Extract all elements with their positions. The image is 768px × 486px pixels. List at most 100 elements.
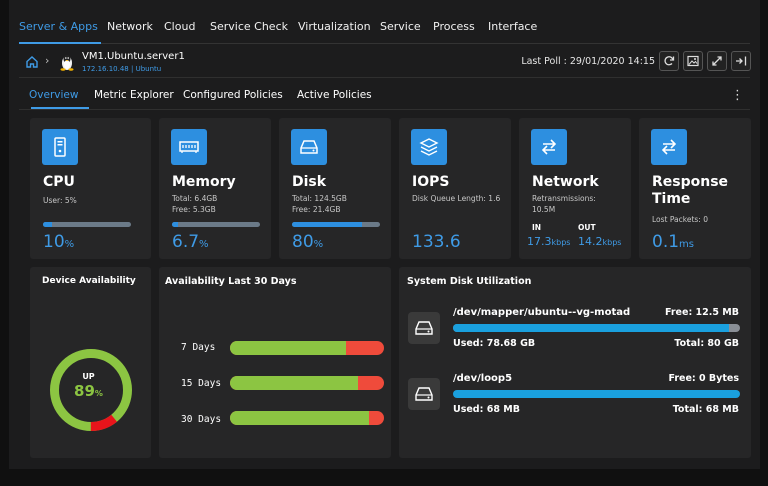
disk-utilization-card: System Disk Utilization /dev/mapper/ubun… bbox=[399, 267, 751, 458]
host-name: VM1.Ubuntu.server1 bbox=[82, 51, 185, 62]
cpu-bar-fill bbox=[43, 222, 52, 227]
tab-process[interactable]: Process bbox=[433, 20, 475, 33]
response-title-line2: Time bbox=[652, 191, 691, 207]
network-in-value: 17.3kbps bbox=[527, 235, 571, 248]
disk-2-name: /dev/loop5 bbox=[453, 373, 513, 384]
refresh-button[interactable] bbox=[659, 51, 679, 71]
top-nav: Server & Apps Network Cloud Service Chec… bbox=[19, 0, 750, 44]
expand-button[interactable] bbox=[707, 51, 727, 71]
layers-icon bbox=[411, 129, 447, 165]
device-availability-card: Device Availability UP 89% bbox=[30, 267, 151, 458]
network-in-label: IN bbox=[532, 223, 542, 232]
day-label-30: 30 Days bbox=[181, 414, 222, 425]
network-retrans-value: 10.5M bbox=[532, 205, 556, 214]
memory-title: Memory bbox=[172, 174, 236, 190]
last-poll: Last Poll : 29/01/2020 14:15 bbox=[521, 56, 655, 67]
disk-card[interactable]: Disk Total: 124.5GB Free: 21.4GB 80% bbox=[279, 118, 391, 259]
availability-value: 89% bbox=[74, 382, 103, 400]
tab-metric-explorer[interactable]: Metric Explorer bbox=[94, 89, 174, 101]
cpu-user: User: 5% bbox=[43, 196, 77, 205]
response-lost-packets: Lost Packets: 0 bbox=[652, 215, 708, 224]
disk-drive-icon bbox=[408, 378, 440, 410]
tab-network[interactable]: Network bbox=[107, 20, 153, 33]
availability-status: UP bbox=[82, 372, 95, 381]
network-out-label: OUT bbox=[578, 223, 596, 232]
more-options-icon[interactable]: ⋮ bbox=[731, 88, 744, 103]
linux-icon bbox=[60, 55, 74, 71]
refresh-icon bbox=[664, 56, 675, 66]
donut-down-segment bbox=[50, 349, 132, 431]
hard-drive-icon bbox=[291, 129, 327, 165]
day-label-7: 7 Days bbox=[181, 342, 216, 353]
disk-bar-fill bbox=[292, 222, 363, 227]
tab-overview[interactable]: Overview bbox=[29, 89, 79, 101]
disk-free: Free: 21.4GB bbox=[292, 205, 341, 214]
disk-1-total: Total: 80 GB bbox=[674, 338, 739, 349]
memory-icon bbox=[171, 129, 207, 165]
day-label-15: 15 Days bbox=[181, 378, 222, 389]
disk-utilization-title: System Disk Utilization bbox=[407, 276, 532, 287]
memory-value: 6.7% bbox=[172, 232, 209, 252]
tab-interface[interactable]: Interface bbox=[488, 20, 538, 33]
disk-1-bar bbox=[453, 324, 740, 332]
availability-donut bbox=[50, 349, 132, 431]
memory-card[interactable]: Memory Total: 6.4GB Free: 5.3GB 6.7% bbox=[159, 118, 271, 259]
disk-2-free: Free: 0 Bytes bbox=[668, 373, 739, 384]
cpu-card[interactable]: CPU User: 5% 10% bbox=[30, 118, 151, 259]
disk-2-used: Used: 68 MB bbox=[453, 404, 520, 415]
response-time-card[interactable]: Response Time Lost Packets: 0 0.1ms bbox=[639, 118, 751, 259]
chevron-right-icon: › bbox=[45, 54, 50, 67]
tab-virtualization[interactable]: Virtualization bbox=[298, 20, 371, 33]
tab-configured-policies[interactable]: Configured Policies bbox=[183, 89, 283, 101]
network-card[interactable]: Network Retransmissions: 10.5M IN OUT 17… bbox=[519, 118, 631, 259]
network-title: Network bbox=[532, 174, 599, 190]
day-bar-30-fill bbox=[230, 411, 369, 425]
tab-server-apps[interactable]: Server & Apps bbox=[19, 20, 98, 33]
tab-cloud[interactable]: Cloud bbox=[164, 20, 196, 33]
active-tab-indicator bbox=[19, 42, 101, 44]
disk-value: 80% bbox=[292, 232, 324, 252]
cpu-title: CPU bbox=[43, 174, 75, 190]
active-subtab-indicator bbox=[31, 107, 89, 109]
memory-bar-fill bbox=[172, 222, 178, 227]
day-bar-7-fill bbox=[230, 341, 346, 355]
breadcrumb: › VM1.Ubuntu.server1 172.16.10.48 | Ubun… bbox=[19, 45, 751, 78]
disk-bar bbox=[292, 222, 380, 227]
home-icon[interactable] bbox=[25, 55, 39, 69]
response-title-line1: Response bbox=[652, 174, 729, 190]
day-bar-15-fill bbox=[230, 376, 358, 390]
memory-total: Total: 6.4GB bbox=[172, 194, 218, 203]
day-bar-7 bbox=[230, 341, 384, 355]
disk-drive-icon bbox=[408, 312, 440, 344]
app-frame: Server & Apps Network Cloud Service Chec… bbox=[9, 0, 760, 469]
cpu-bar bbox=[43, 222, 131, 227]
memory-free: Free: 5.3GB bbox=[172, 205, 216, 214]
cpu-value: 10% bbox=[43, 232, 75, 252]
iops-title: IOPS bbox=[412, 174, 450, 190]
availability-30-title: Availability Last 30 Days bbox=[165, 276, 297, 287]
iops-queue: Disk Queue Length: 1.6 bbox=[412, 194, 501, 203]
collapse-panel-button[interactable] bbox=[731, 51, 751, 71]
disk-1-free: Free: 12.5 MB bbox=[664, 307, 739, 318]
sub-tabs: Overview Metric Explorer Configured Poli… bbox=[19, 80, 750, 110]
disk-2-bar bbox=[453, 390, 740, 398]
network-out-value: 14.2kbps bbox=[578, 235, 622, 248]
swap-arrows-icon bbox=[651, 129, 687, 165]
day-bar-15 bbox=[230, 376, 384, 390]
disk-1-bar-fill bbox=[453, 324, 729, 332]
tab-service-check[interactable]: Service Check bbox=[210, 20, 288, 33]
tab-service[interactable]: Service bbox=[380, 20, 421, 33]
host-address[interactable]: 172.16.10.48 | Ubuntu bbox=[82, 65, 162, 73]
tab-active-policies[interactable]: Active Policies bbox=[297, 89, 372, 101]
iops-card[interactable]: IOPS Disk Queue Length: 1.6 133.6 bbox=[399, 118, 511, 259]
image-icon bbox=[687, 55, 699, 67]
day-bar-30 bbox=[230, 411, 384, 425]
swap-arrows-icon bbox=[531, 129, 567, 165]
device-availability-title: Device Availability bbox=[42, 276, 136, 286]
disk-title: Disk bbox=[292, 174, 327, 190]
availability-30-card: Availability Last 30 Days 7 Days 15 Days… bbox=[159, 267, 391, 458]
indent-icon bbox=[736, 56, 747, 66]
expand-icon bbox=[712, 56, 722, 66]
memory-bar bbox=[172, 222, 260, 227]
snapshot-button[interactable] bbox=[683, 51, 703, 71]
